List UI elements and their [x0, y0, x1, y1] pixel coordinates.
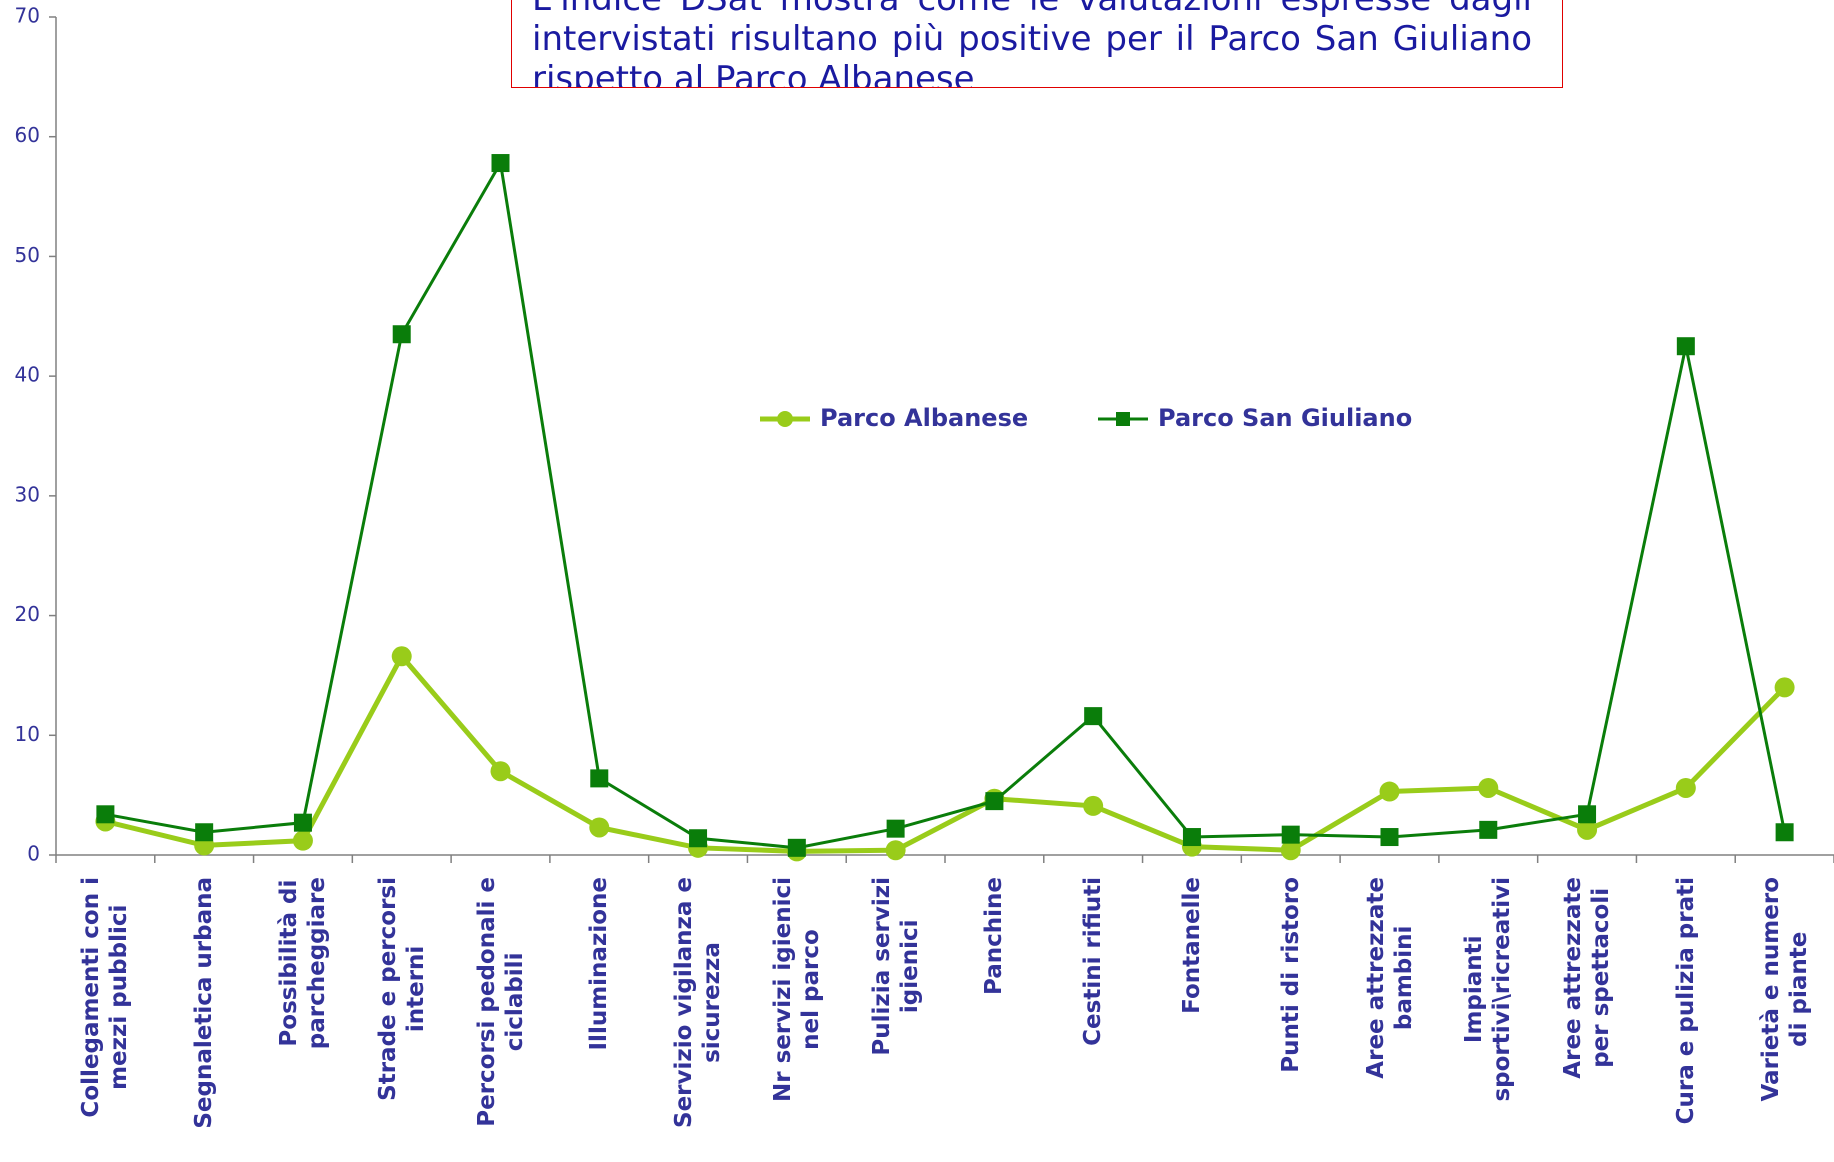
marker — [1280, 840, 1301, 861]
x-tick-label: Servizio vigilanza e sicurezza — [671, 877, 726, 1128]
marker — [787, 838, 806, 857]
x-tick-label: Segnaletica urbana — [191, 877, 218, 1129]
y-tick-label: 30 — [15, 482, 40, 506]
marker — [292, 830, 313, 851]
marker — [590, 769, 609, 788]
marker — [96, 805, 115, 824]
marker — [1084, 707, 1103, 726]
marker — [1675, 777, 1696, 798]
y-tick-label: 40 — [15, 363, 40, 387]
x-tick-label: Cura e pulizia prati — [1672, 877, 1699, 1125]
marker — [195, 823, 214, 842]
marker — [885, 840, 906, 861]
marker — [1478, 777, 1499, 798]
marker — [1578, 805, 1597, 824]
y-tick-label: 70 — [15, 4, 40, 28]
annotation: L'indice DSat mostra come le valutazioni… — [511, 0, 1563, 88]
y-tick-label: 50 — [15, 243, 40, 267]
marker — [1676, 337, 1695, 356]
marker — [392, 325, 411, 344]
y-tick-label: 20 — [15, 602, 40, 626]
x-tick-label: Punti di ristoro — [1277, 877, 1304, 1073]
x-tick-label: Aree attrezzate bambini — [1362, 877, 1417, 1079]
marker — [589, 817, 610, 838]
y-tick-label: 60 — [15, 123, 40, 147]
marker — [1379, 781, 1400, 802]
x-tick-label: Possibilità di parcheggiare — [275, 877, 330, 1050]
marker — [391, 646, 412, 667]
x-tick-label: Varietà e numero di piante — [1757, 877, 1812, 1102]
marker — [1774, 677, 1795, 698]
x-tick-label: Nr servizi igienici nel parco — [769, 877, 824, 1102]
line — [104, 651, 1787, 854]
x-tick-label: Panchine — [981, 877, 1008, 995]
marker — [491, 154, 510, 173]
marker — [689, 829, 708, 848]
legend-label: Parco Albanese — [820, 404, 1028, 432]
marker — [1083, 795, 1104, 816]
marker — [1380, 828, 1399, 847]
marker — [1577, 819, 1598, 840]
x-tick-label: Aree attrezzate per spettacoli — [1560, 877, 1615, 1079]
marker — [490, 761, 511, 782]
marker — [886, 819, 905, 838]
marker — [1182, 828, 1201, 847]
marker — [1479, 820, 1498, 839]
legend-marker — [1116, 412, 1130, 426]
line — [105, 158, 1787, 850]
x-tick-label: Impianti sportivi\ricreativi — [1461, 877, 1516, 1102]
x-tick-label: Strade e percorsi interni — [374, 877, 429, 1101]
marker — [1775, 823, 1794, 842]
marker — [985, 792, 1004, 811]
y-tick-label: 10 — [15, 722, 40, 746]
legend-label: Parco San Giuliano — [1158, 404, 1412, 432]
x-tick-label: Collegamenti con i mezzi pubblici — [78, 877, 133, 1118]
marker — [1281, 825, 1300, 844]
y-tick-label: 0 — [27, 842, 40, 866]
marker — [293, 813, 312, 832]
x-tick-label: Cestini rifiuti — [1080, 877, 1107, 1046]
x-tick-label: Pulizia servizi igienici — [868, 877, 923, 1056]
x-tick-label: Percorsi pedonali e ciclabili — [473, 877, 528, 1127]
x-tick-label: Fontanelle — [1178, 877, 1205, 1014]
x-tick-label: Illuminazione — [586, 877, 613, 1051]
legend-marker — [777, 411, 793, 427]
